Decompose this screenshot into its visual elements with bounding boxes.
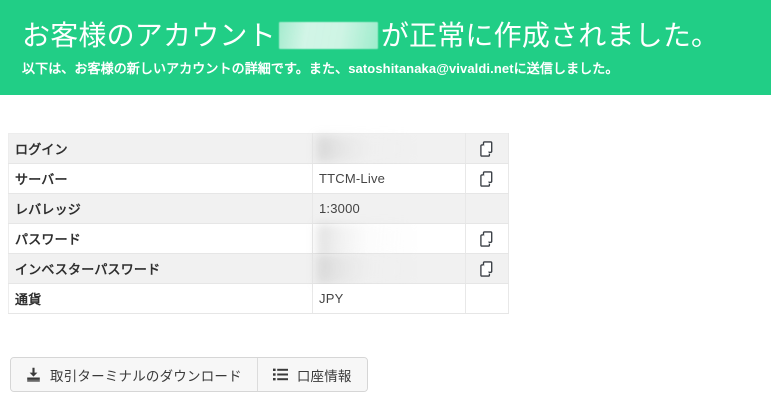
row-value [312,133,466,164]
row-value [312,223,466,254]
row-action [465,193,509,224]
action-button-group: 取引ターミナルのダウンロード 口座情報 [10,357,368,392]
download-icon [26,367,41,382]
row-action [465,133,509,164]
redacted-login-value [317,136,413,162]
download-terminal-label: 取引ターミナルのダウンロード [50,368,242,384]
account-created-banner: お客様のアカウント が正常に作成されました。 以下は、お客様の新しいアカウントの詳… [0,0,771,95]
redacted-password-value [317,224,413,254]
table-row: パスワード [8,223,509,254]
table-row: ログイン [8,133,509,164]
row-value: 1:3000 [312,193,466,224]
copy-icon[interactable] [474,256,500,282]
row-label: 通貨 [8,283,313,314]
row-label: パスワード [8,223,313,254]
row-action [465,283,509,314]
banner-subtitle-prefix: 以下は、お客様の新しいアカウントの詳細です。また、 [22,61,349,76]
row-action [465,163,509,194]
account-details-body: ログイン サーバー TTCM-Live [8,133,509,314]
banner-title-prefix: お客様のアカウント [22,20,276,51]
row-label: サーバー [8,163,313,194]
account-info-button[interactable]: 口座情報 [257,358,367,391]
account-details-table: ログイン サーバー TTCM-Live [8,133,509,314]
row-value [312,253,466,284]
row-value: TTCM-Live [312,163,466,194]
row-value-text: JPY [319,291,344,306]
row-value-text: 1:3000 [319,201,360,216]
redacted-account-number [278,22,378,49]
account-info-label: 口座情報 [296,368,352,384]
copy-icon[interactable] [474,166,500,192]
list-icon [272,367,288,382]
redacted-investor-password-value [317,254,413,284]
row-action [465,223,509,254]
banner-title-suffix: が正常に作成されました。 [380,20,720,51]
banner-subtitle: 以下は、お客様の新しいアカウントの詳細です。また、satoshitanaka@v… [22,59,618,79]
row-label: ログイン [8,133,313,164]
table-row: サーバー TTCM-Live [8,163,509,194]
recipient-email: satoshitanaka@vivaldi.net [348,61,514,76]
banner-subtitle-suffix: に送信しました。 [513,61,619,76]
row-value: JPY [312,283,466,314]
table-row: 通貨 JPY [8,283,509,314]
table-row: レバレッジ 1:3000 [8,193,509,224]
download-terminal-button[interactable]: 取引ターミナルのダウンロード [11,358,258,391]
row-value-text: TTCM-Live [319,171,386,186]
row-label: レバレッジ [8,193,313,224]
row-action [465,253,509,284]
row-label: インベスターパスワード [8,253,313,284]
table-row: インベスターパスワード [8,253,509,284]
copy-icon[interactable] [474,136,500,162]
banner-title: お客様のアカウント が正常に作成されました。 [22,16,719,56]
copy-icon[interactable] [474,226,500,252]
